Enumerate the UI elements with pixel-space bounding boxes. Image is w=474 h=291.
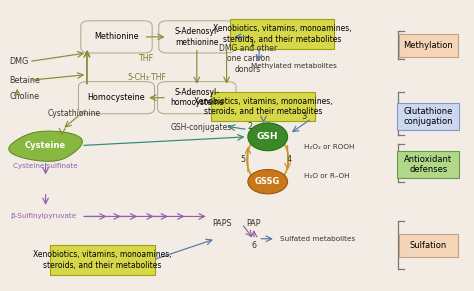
Text: 5: 5 — [241, 155, 246, 164]
FancyBboxPatch shape — [78, 82, 155, 114]
Text: THF: THF — [138, 54, 153, 63]
FancyBboxPatch shape — [50, 245, 155, 274]
Text: PAPS: PAPS — [212, 219, 232, 228]
FancyBboxPatch shape — [398, 103, 459, 130]
FancyBboxPatch shape — [230, 19, 334, 49]
FancyBboxPatch shape — [399, 234, 458, 257]
Text: 5-CH₃·THF: 5-CH₃·THF — [128, 73, 166, 82]
Text: DMG and other
one carbon
donors: DMG and other one carbon donors — [219, 44, 277, 74]
Text: Sulfated metabolites: Sulfated metabolites — [280, 236, 355, 242]
Text: Methylation: Methylation — [403, 41, 453, 50]
Text: Xenobiotics, vitamins, monoamines,
steroids, and their metabolites: Xenobiotics, vitamins, monoamines, stero… — [194, 97, 332, 116]
Ellipse shape — [248, 123, 288, 151]
Text: Methylated metabolites: Methylated metabolites — [251, 63, 337, 69]
Text: 4: 4 — [287, 155, 292, 164]
Text: Betaine: Betaine — [9, 76, 40, 85]
Text: β-Sulfinylpyruvate: β-Sulfinylpyruvate — [10, 214, 76, 219]
FancyBboxPatch shape — [81, 21, 152, 53]
Text: 3: 3 — [301, 112, 307, 121]
Text: 1: 1 — [249, 39, 254, 48]
Text: GSSG: GSSG — [255, 177, 281, 186]
Text: PAP: PAP — [246, 219, 261, 228]
Text: Cystathionine: Cystathionine — [48, 109, 101, 118]
Text: S-Adenosyl-
homocysteine: S-Adenosyl- homocysteine — [170, 88, 224, 107]
Ellipse shape — [248, 170, 288, 194]
PathPatch shape — [9, 131, 82, 161]
Text: GSH: GSH — [257, 132, 278, 141]
Text: Cysteine: Cysteine — [25, 141, 66, 150]
Text: GSH-conjugates: GSH-conjugates — [171, 123, 232, 132]
Text: Glutathione
conjugation: Glutathione conjugation — [404, 107, 453, 126]
Text: 2: 2 — [248, 122, 253, 131]
Text: Antioxidant
defenses: Antioxidant defenses — [404, 155, 453, 174]
Text: Choline: Choline — [9, 92, 39, 101]
FancyBboxPatch shape — [159, 21, 235, 53]
Text: H₂O or R–OH: H₂O or R–OH — [304, 173, 350, 179]
Text: Sulfation: Sulfation — [410, 241, 447, 250]
Text: Cysteine sulfinate: Cysteine sulfinate — [12, 163, 77, 169]
FancyBboxPatch shape — [157, 82, 236, 114]
Text: Homocysteine: Homocysteine — [88, 93, 146, 102]
FancyBboxPatch shape — [211, 92, 315, 121]
Text: S-Adenosyl-
methionine: S-Adenosyl- methionine — [174, 27, 219, 47]
Text: 6: 6 — [252, 241, 257, 250]
Text: DMG: DMG — [9, 57, 28, 66]
Text: Xenobiotics, vitamins, monoamines,
steroids, and their metabolites: Xenobiotics, vitamins, monoamines, stero… — [212, 24, 351, 44]
FancyBboxPatch shape — [398, 151, 459, 178]
FancyBboxPatch shape — [399, 34, 458, 57]
Text: Methionine: Methionine — [94, 32, 139, 41]
Text: H₂O₂ or ROOH: H₂O₂ or ROOH — [304, 144, 355, 150]
Text: Xenobiotics, vitamins, monoamines,
steroids, and their metabolites: Xenobiotics, vitamins, monoamines, stero… — [33, 250, 172, 269]
